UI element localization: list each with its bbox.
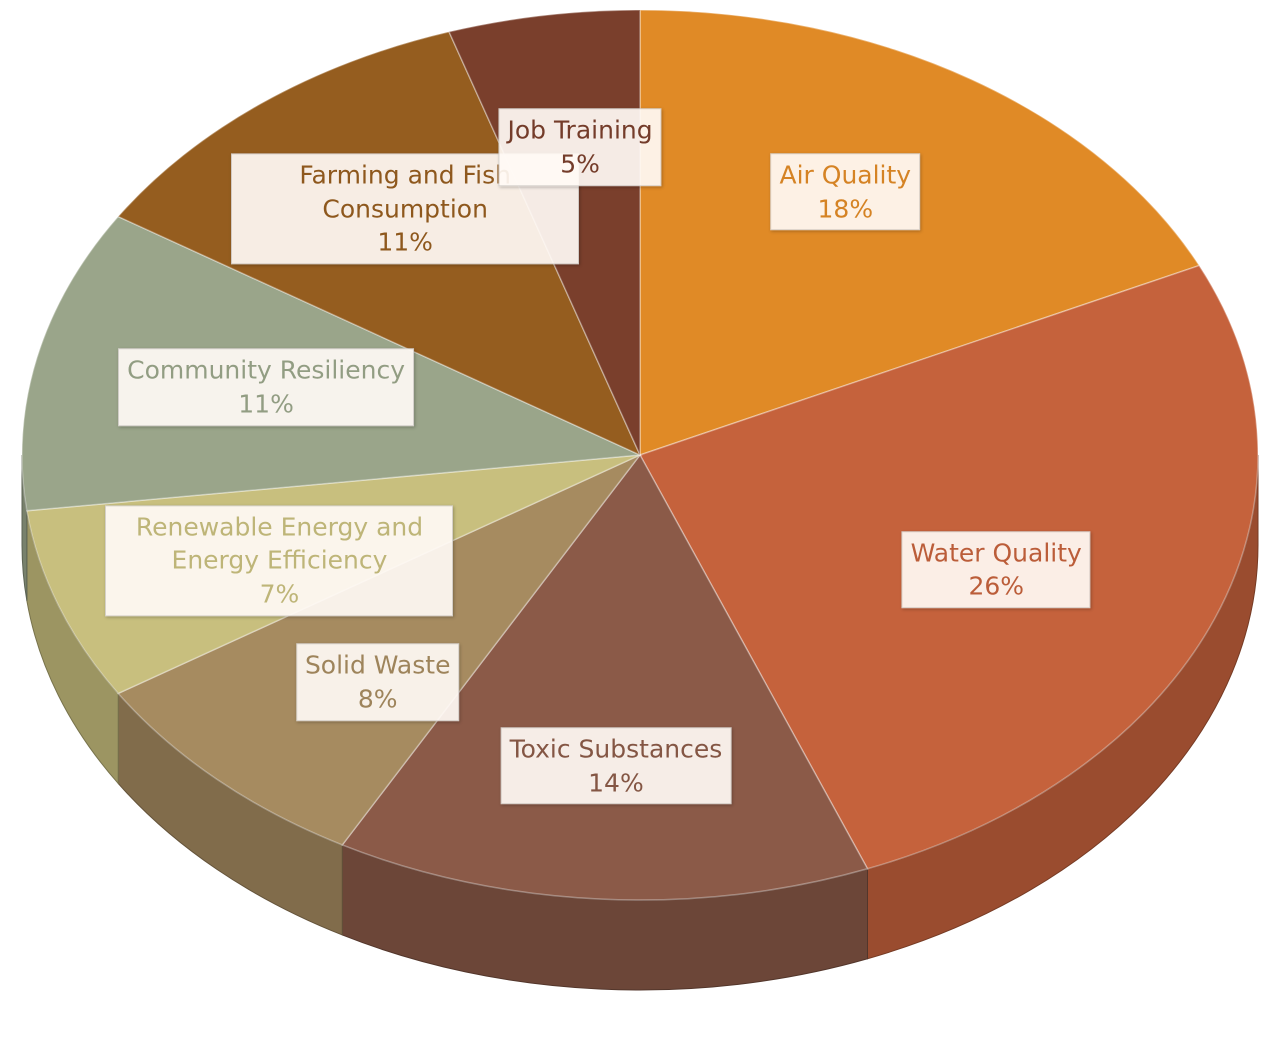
category-label: Job Training <box>507 115 653 145</box>
value-label: 8% <box>357 684 398 714</box>
data-label: Solid Waste 8% <box>295 643 460 721</box>
category-label: Air Quality <box>779 160 912 190</box>
data-label: Toxic Substances 14% <box>500 727 732 805</box>
data-label: Air Quality 18% <box>770 153 921 231</box>
category-label: Toxic Substances <box>509 734 723 764</box>
slice <box>341 453 869 901</box>
data-label: Water Quality 26% <box>901 530 1091 609</box>
category-label: Solid Waste <box>304 650 451 680</box>
value-label: 11% <box>238 389 294 419</box>
category-label: Renewable Energy and Energy Efficiency <box>135 511 424 575</box>
value-label: 5% <box>560 149 600 179</box>
category-label: Farming and Fish Consumption <box>299 160 511 223</box>
category-label: Water Quality <box>910 537 1082 567</box>
category-label: Community Resiliency <box>127 355 406 385</box>
value-label: 18% <box>817 193 874 223</box>
data-label: Renewable Energy and Energy Efficiency 7% <box>105 504 454 617</box>
slice <box>639 9 1201 457</box>
value-label: 11% <box>377 227 433 257</box>
value-label: 26% <box>968 571 1025 601</box>
value-label: 7% <box>259 579 300 609</box>
value-label: 14% <box>588 767 644 797</box>
data-label: Job Training 5% <box>498 108 662 187</box>
data-label: Farming and Fish Consumption 11% <box>231 153 580 265</box>
data-label: Community Resiliency 11% <box>118 348 415 426</box>
